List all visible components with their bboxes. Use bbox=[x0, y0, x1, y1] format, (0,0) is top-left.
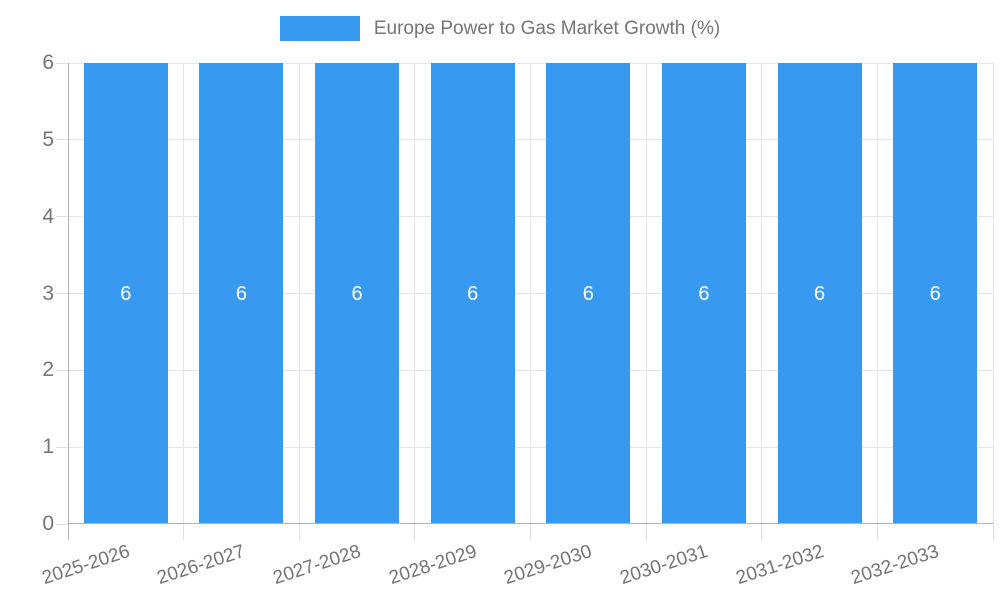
x-tick-mark-2 bbox=[298, 524, 300, 540]
bar-value-label-2025-2026: 6 bbox=[120, 282, 132, 305]
v-gridline-7 bbox=[876, 63, 878, 524]
x-axis-category-label-2030-2031: 2030-2031 bbox=[617, 541, 711, 590]
y-axis-line bbox=[68, 63, 69, 524]
legend-label: Europe Power to Gas Market Growth (%) bbox=[373, 17, 721, 39]
x-axis-category-label-2029-2030: 2029-2030 bbox=[501, 541, 595, 590]
x-axis-category-label-2027-2028: 2027-2028 bbox=[270, 541, 364, 590]
v-gridline-6 bbox=[761, 63, 763, 524]
bar-value-label-2032-2033: 6 bbox=[929, 282, 941, 305]
x-tick-mark-7 bbox=[876, 524, 878, 540]
x-tick-mark-5 bbox=[645, 524, 647, 540]
v-gridline-1 bbox=[183, 63, 185, 524]
y-tick-mark-4 bbox=[56, 216, 68, 218]
bar-2029-2030[interactable]: 6 bbox=[546, 63, 631, 524]
y-axis-tick-label-0: 0 bbox=[42, 512, 54, 535]
bar-2025-2026[interactable]: 6 bbox=[83, 63, 168, 524]
x-axis-category-label-2025-2026: 2025-2026 bbox=[39, 541, 133, 590]
y-axis-tick-label-1: 1 bbox=[42, 435, 54, 459]
bar-value-label-2028-2029: 6 bbox=[467, 282, 479, 305]
v-gridline-4 bbox=[530, 63, 531, 524]
bar-value-label-2027-2028: 6 bbox=[351, 282, 363, 305]
legend: Europe Power to Gas Market Growth (%) bbox=[0, 16, 1000, 41]
bar-value-label-2030-2031: 6 bbox=[698, 282, 710, 305]
y-tick-mark-0 bbox=[56, 523, 68, 525]
x-axis-category-label-2031-2032: 2031-2032 bbox=[733, 541, 827, 590]
plot-area: 6 6 6 6 6 6 6 6 bbox=[68, 62, 994, 524]
bar-2026-2027[interactable]: 6 bbox=[199, 63, 284, 524]
y-tick-mark-2 bbox=[56, 369, 68, 371]
v-gridline-5 bbox=[645, 63, 647, 524]
x-tick-mark-3 bbox=[414, 524, 416, 540]
x-axis-category-label-2028-2029: 2028-2029 bbox=[386, 541, 480, 590]
y-axis-tick-label-4: 4 bbox=[42, 204, 54, 228]
v-gridline-3 bbox=[414, 63, 416, 524]
y-axis-tick-label-5: 5 bbox=[42, 127, 54, 151]
x-tick-mark-1 bbox=[183, 524, 185, 540]
bar-2031-2032[interactable]: 6 bbox=[777, 63, 862, 524]
x-tick-mark-6 bbox=[761, 524, 763, 540]
bar-value-label-2029-2030: 6 bbox=[582, 282, 594, 305]
y-axis-tick-label-6: 6 bbox=[42, 51, 54, 74]
y-tick-mark-1 bbox=[56, 446, 68, 448]
y-tick-mark-5 bbox=[56, 139, 68, 141]
bar-2027-2028[interactable]: 6 bbox=[315, 63, 400, 524]
bar-value-label-2026-2027: 6 bbox=[235, 282, 247, 305]
bar-2028-2029[interactable]: 6 bbox=[430, 63, 515, 524]
y-tick-mark-6 bbox=[56, 62, 68, 64]
x-tick-mark-4 bbox=[530, 524, 531, 540]
y-tick-mark-3 bbox=[56, 293, 68, 294]
x-axis-line bbox=[68, 523, 993, 524]
bar-2032-2033[interactable]: 6 bbox=[893, 63, 978, 524]
y-axis-tick-label-2: 2 bbox=[42, 358, 54, 382]
legend-swatch bbox=[279, 16, 360, 41]
x-axis-category-label-2026-2027: 2026-2027 bbox=[155, 541, 248, 590]
x-tick-mark-0 bbox=[67, 524, 69, 540]
bar-2030-2031[interactable]: 6 bbox=[661, 63, 746, 524]
y-axis-tick-label-3: 3 bbox=[42, 281, 54, 305]
v-gridline-8 bbox=[992, 63, 994, 524]
x-axis-category-label-2032-2033: 2032-2033 bbox=[848, 541, 942, 590]
v-gridline-2 bbox=[298, 63, 300, 524]
bar-value-label-2031-2032: 6 bbox=[814, 282, 826, 305]
x-tick-mark-8 bbox=[992, 524, 994, 540]
